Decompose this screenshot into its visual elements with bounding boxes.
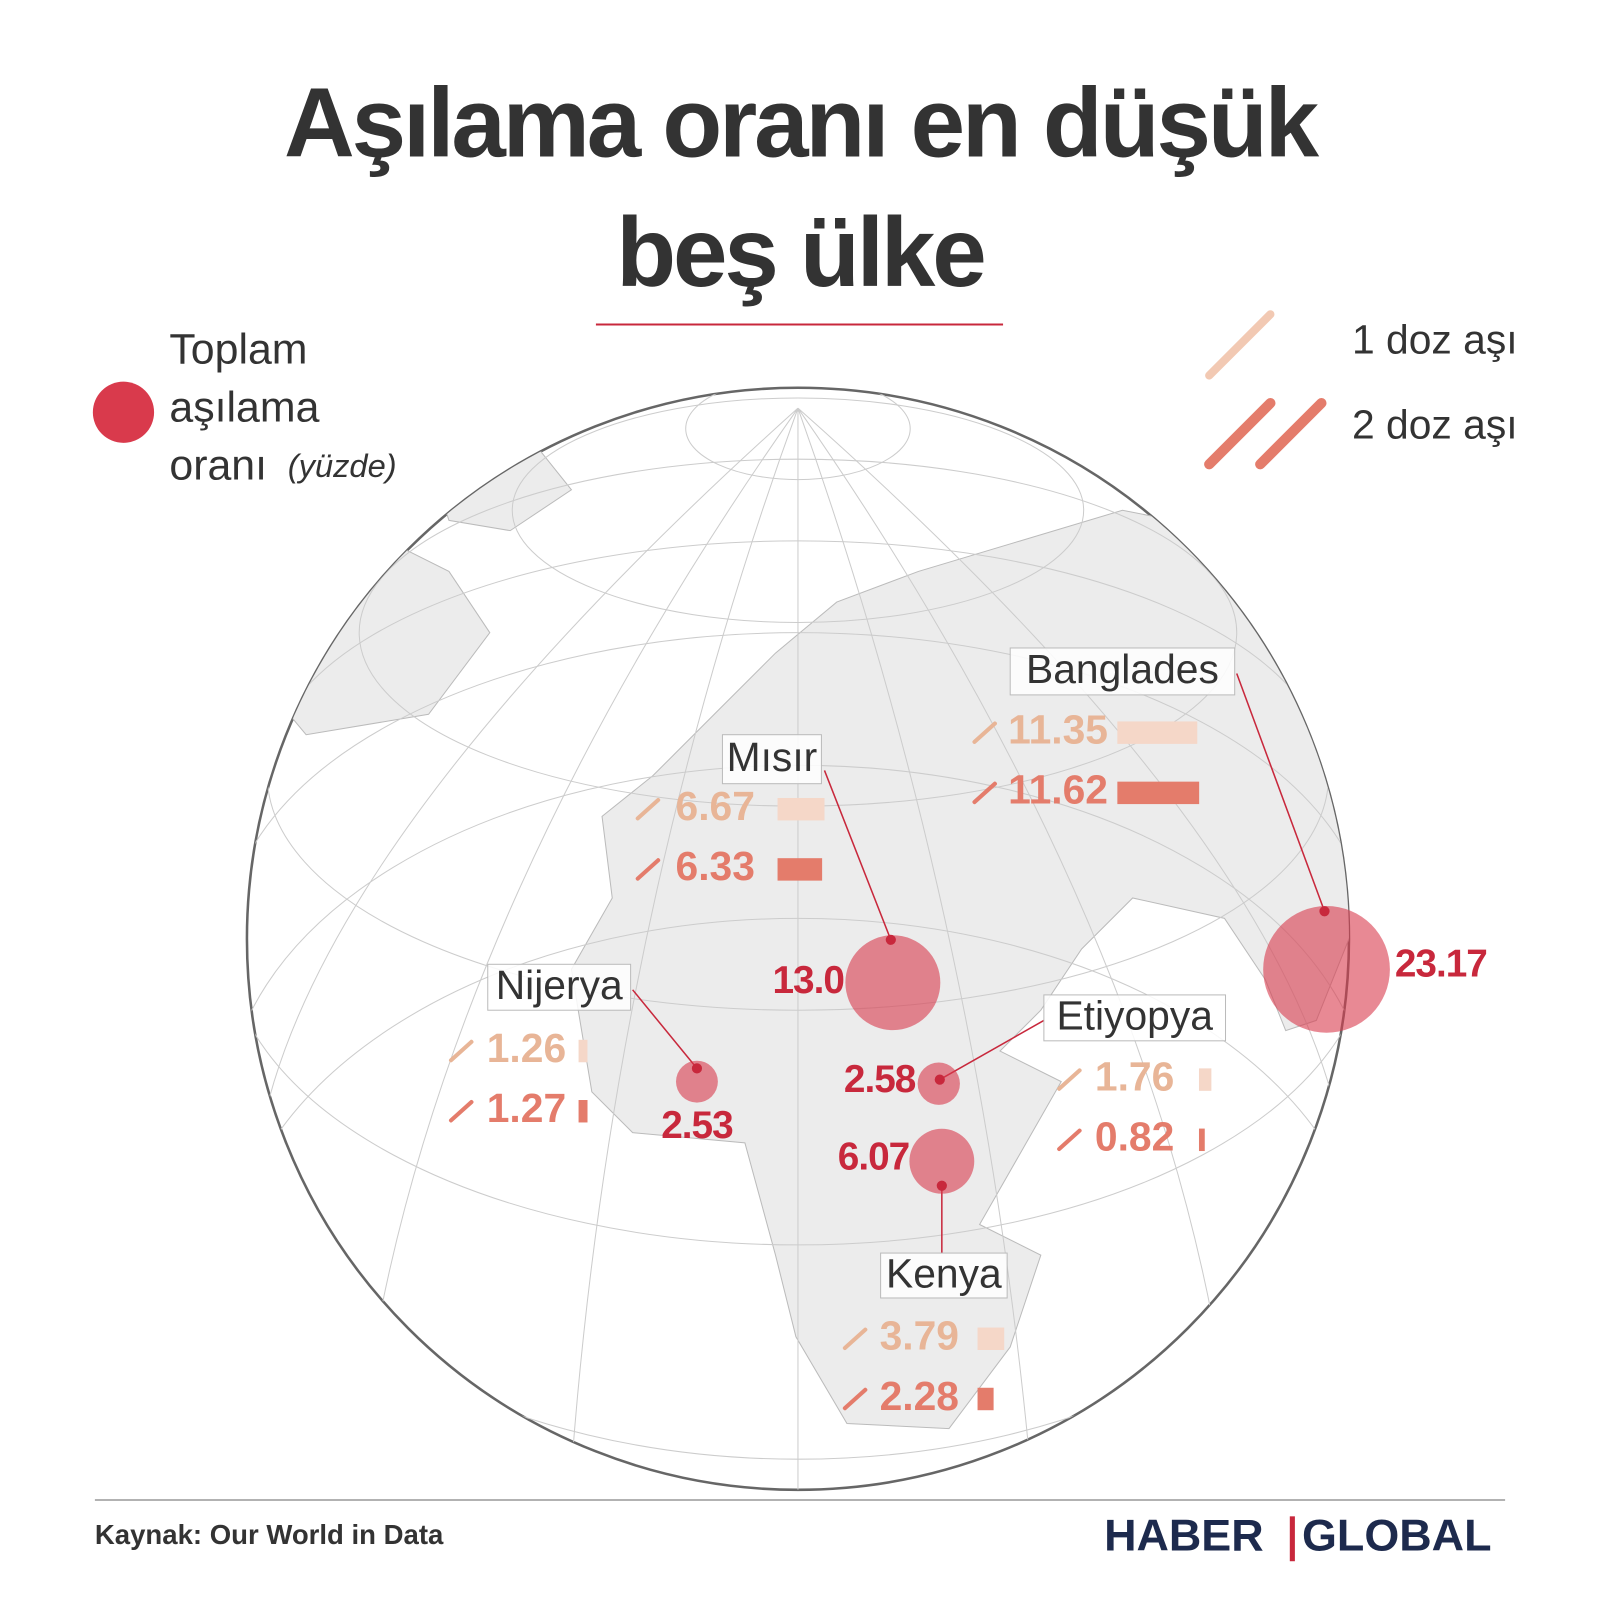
legend-text: Toplam (169, 325, 307, 373)
syringe-icon (842, 1327, 868, 1351)
dose-bar (977, 1387, 994, 1411)
syringe-icon (1204, 397, 1327, 470)
leader-line (823, 770, 892, 941)
dose-value: 1.26 (487, 1025, 566, 1071)
logo: HABER (1104, 1510, 1264, 1561)
label-box (880, 1252, 1008, 1299)
total-label: 2.58 (844, 1058, 916, 1101)
country-name: Banglades (1026, 646, 1219, 692)
title-line: beş ülke (616, 197, 984, 307)
syringe-icon (635, 858, 661, 881)
dose-bar (777, 797, 825, 821)
dose-bar (1198, 1068, 1212, 1091)
label-box (1009, 647, 1236, 696)
legend-bubble (92, 381, 155, 443)
syringe-icon (1205, 310, 1275, 380)
label-box (721, 734, 822, 785)
dot (1319, 906, 1330, 917)
legend-text: 1 doz aşı (1352, 317, 1518, 363)
dot (936, 1180, 947, 1191)
syringe-icon (972, 781, 997, 805)
dose-bar (1117, 721, 1198, 744)
syringe-icon (972, 721, 997, 744)
leader-line (1236, 673, 1326, 912)
total-label: 23.17 (1395, 943, 1487, 986)
bubble (676, 1060, 718, 1103)
syringe-icon (1057, 1128, 1082, 1152)
syringe-icon (1057, 1068, 1082, 1091)
dose-bar (578, 1100, 588, 1123)
dose-bar (777, 858, 823, 881)
syringe-icon (842, 1387, 868, 1411)
dot (934, 1074, 945, 1085)
dot (885, 934, 896, 945)
dose-bar (1117, 781, 1200, 805)
source: Kaynak: Our World in Data (95, 1519, 444, 1550)
dose-value: 0.82 (1095, 1114, 1174, 1160)
bubble (845, 935, 941, 1031)
title-line: Aşılama oranı en düşük (284, 67, 1320, 177)
country-name: Kenya (886, 1250, 1002, 1296)
country-name: Etiyopya (1056, 993, 1213, 1039)
dose-bar (977, 1327, 1005, 1351)
legend-text: 2 doz aşı (1352, 401, 1518, 447)
dose-bar (578, 1039, 588, 1063)
bubble (1263, 906, 1390, 1033)
legend-text: oranı (169, 442, 267, 490)
dose-bar (1198, 1128, 1205, 1152)
total-label: 13.0 (773, 959, 844, 1002)
syringe-icon (635, 797, 661, 821)
leader-line (939, 1019, 1045, 1081)
country-name: Mısır (727, 734, 818, 780)
dose-value: 2.28 (880, 1373, 959, 1419)
total-label: 2.53 (661, 1104, 733, 1147)
total-label: 6.07 (838, 1135, 909, 1178)
dose-value: 11.35 (1008, 706, 1108, 752)
syringe-icon (448, 1039, 474, 1063)
dose-value: 3.79 (880, 1313, 959, 1359)
dot (691, 1063, 703, 1074)
label-box (487, 963, 632, 1011)
leader-line (632, 989, 698, 1069)
logo: GLOBAL (1302, 1510, 1491, 1561)
country-name: Nijerya (496, 962, 623, 1008)
dose-value: 11.62 (1008, 767, 1108, 813)
legend-text: aşılama (169, 384, 319, 432)
dose-value: 1.27 (487, 1085, 566, 1131)
dose-value: 6.67 (676, 783, 755, 829)
legend: Toplam aşılama oranı (yüzde) 1 doz aşı 2… (92, 310, 1518, 490)
dose-value: 1.76 (1095, 1053, 1174, 1099)
dose-value: 6.33 (676, 843, 755, 889)
title: Aşılama oranı en düşük beş ülke (284, 67, 1323, 307)
label-box (1043, 994, 1227, 1042)
syringe-icon (448, 1100, 474, 1123)
legend-unit: (yüzde) (288, 447, 397, 484)
logo-divider (1289, 1516, 1295, 1562)
bubble (909, 1128, 975, 1194)
